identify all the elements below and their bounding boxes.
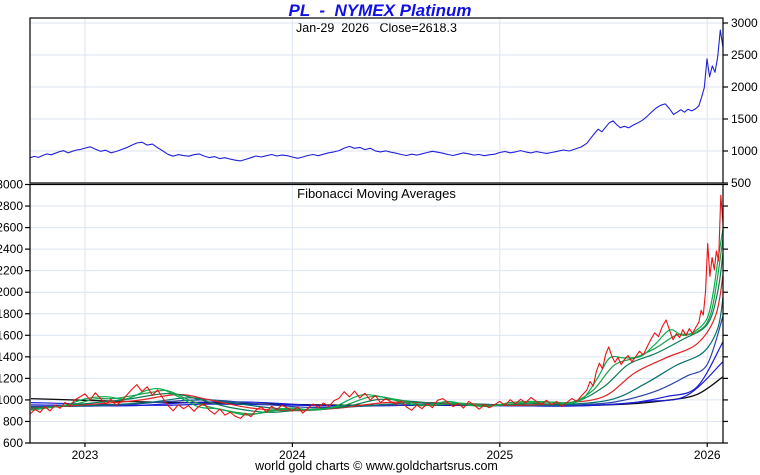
top-panel: 500 1000 1500 2000 2500 3000 — [29, 16, 758, 190]
y-axis-tick-label: 1600 — [0, 328, 23, 342]
series-fma-2 — [30, 238, 723, 415]
series-group — [30, 29, 723, 162]
y-axis-tick-label: 1800 — [0, 307, 23, 321]
y-axis-tick-label: 1000 — [731, 144, 758, 158]
y-axis-tick-label: 1400 — [0, 350, 23, 364]
x-axis-tick-label: 2023 — [72, 448, 99, 462]
series-fma-4 — [30, 274, 723, 412]
x-axis-tick-label: 2025 — [486, 448, 513, 462]
y-axis-tick-label: 1200 — [0, 371, 23, 385]
series-group — [30, 194, 723, 419]
x-axis-tick-label: 2024 — [279, 448, 306, 462]
y-axis-tick-label: 2400 — [0, 242, 23, 256]
y-axis-tick-label: 2500 — [731, 48, 758, 62]
y-axis-tick-label: 3000 — [0, 178, 23, 192]
y-axis-tick-label: 2000 — [0, 285, 23, 299]
panel-border — [29, 17, 724, 184]
footer-credit: world gold charts © www.goldchartsrus.co… — [255, 459, 498, 473]
y-axis-tick-label: 500 — [731, 176, 751, 190]
y-axis-tick-label: 2200 — [0, 264, 23, 278]
series-fma-6 — [30, 315, 723, 409]
page-title: PL - NYMEX Platinum — [288, 1, 472, 20]
y-axis-tick-label: 600 — [3, 436, 23, 450]
y-axis-tick-label: 1000 — [0, 393, 23, 407]
x-axis-tick-label: 2026 — [694, 448, 721, 462]
y-axis-tick-label: 800 — [3, 414, 23, 428]
bottom-panel: 600 800 1000 1200 1400 1600 1800 2000 2200 2400 26… — [0, 178, 728, 462]
close-annotation: Jan-29 2026 Close=2618.3 — [296, 21, 457, 35]
y-axis-tick-label: 2000 — [731, 80, 758, 94]
y-axis-tick-label: 2600 — [0, 221, 23, 235]
series-fma-5 — [30, 297, 723, 411]
y-axis-tick-label: 2800 — [0, 199, 23, 213]
y-axis-tick-label: 1500 — [731, 112, 758, 126]
bottom-panel-title: Fibonacci Moving Averages — [297, 186, 456, 201]
series-daily-price — [30, 194, 723, 419]
series-fma-1-fastest — [30, 228, 723, 416]
y-axis-tick-label: 3000 — [731, 16, 758, 30]
series-weekly-close — [30, 29, 723, 162]
series-fma-3 — [30, 253, 723, 413]
